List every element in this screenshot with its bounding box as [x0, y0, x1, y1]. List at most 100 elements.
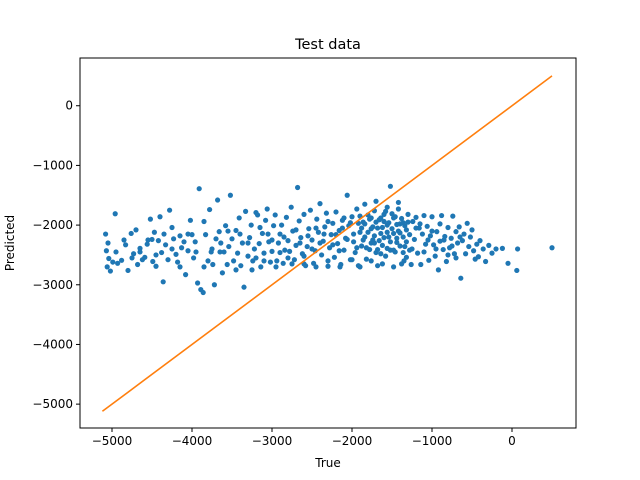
data-point	[399, 215, 405, 222]
data-point	[341, 215, 347, 221]
data-point	[133, 227, 139, 233]
data-point	[192, 239, 198, 245]
identity-line-segment	[101, 75, 553, 412]
data-point	[371, 240, 377, 246]
data-point	[368, 258, 374, 264]
data-point	[315, 229, 321, 235]
data-point	[370, 224, 376, 230]
data-point	[352, 249, 358, 256]
data-point	[389, 211, 395, 217]
data-point	[410, 218, 416, 225]
data-point	[351, 231, 357, 237]
data-point	[466, 243, 472, 250]
data-point	[431, 242, 437, 248]
data-point	[455, 240, 461, 246]
data-point	[433, 246, 439, 252]
data-point	[357, 229, 363, 235]
data-point	[477, 238, 483, 244]
data-point	[351, 239, 357, 245]
data-point	[387, 239, 393, 245]
data-point	[269, 237, 275, 243]
data-point	[432, 253, 438, 259]
data-point	[165, 257, 171, 263]
data-point	[224, 261, 230, 268]
data-point	[381, 218, 387, 225]
data-point	[275, 240, 281, 246]
data-point	[163, 242, 169, 248]
data-point	[373, 219, 379, 225]
data-point	[321, 231, 327, 237]
data-point	[317, 201, 323, 207]
y-tick-label: 0	[65, 99, 73, 113]
data-point	[298, 235, 304, 241]
data-point	[239, 240, 245, 246]
data-point	[217, 249, 223, 255]
data-point	[368, 215, 374, 221]
data-point	[289, 261, 295, 267]
data-point	[309, 246, 315, 252]
data-point	[437, 238, 443, 244]
data-point	[219, 270, 225, 276]
data-point	[469, 227, 475, 233]
data-point	[445, 224, 451, 231]
data-point	[391, 230, 397, 237]
data-point	[347, 220, 353, 226]
data-point	[177, 264, 183, 270]
data-point	[363, 245, 369, 251]
data-point	[258, 264, 264, 270]
data-point	[235, 250, 241, 256]
data-point	[195, 280, 201, 286]
data-point	[408, 261, 414, 268]
data-point	[373, 198, 379, 204]
data-point	[384, 204, 390, 210]
data-point	[245, 253, 251, 259]
data-point	[375, 263, 381, 269]
data-point	[429, 228, 435, 234]
axes-frame	[79, 57, 577, 429]
data-point	[177, 233, 183, 239]
data-point	[379, 242, 385, 248]
data-point	[333, 209, 339, 215]
data-point	[211, 282, 217, 288]
chart-title: Test data	[294, 37, 361, 53]
data-point	[189, 232, 195, 238]
data-point	[360, 237, 366, 243]
data-point	[386, 220, 392, 226]
data-point	[226, 243, 232, 250]
data-point	[201, 264, 207, 270]
data-point	[395, 206, 401, 212]
data-point	[325, 258, 331, 264]
data-point	[505, 260, 511, 266]
data-point	[297, 240, 303, 246]
data-point	[379, 224, 385, 231]
data-point	[249, 267, 255, 273]
data-point	[349, 214, 355, 220]
data-point	[287, 248, 293, 254]
data-point	[379, 261, 385, 267]
data-point	[330, 220, 336, 226]
data-point	[440, 246, 446, 253]
data-point	[145, 237, 151, 243]
data-point	[119, 257, 125, 263]
data-point	[103, 248, 109, 254]
data-point	[112, 211, 118, 217]
data-point	[296, 218, 302, 224]
data-point	[293, 242, 299, 248]
y-tick-label: −2000	[32, 218, 73, 232]
data-point	[301, 211, 307, 217]
data-point	[105, 240, 111, 246]
data-point	[458, 275, 464, 281]
y-axis: −5000 −4000 −3000 −2000 −1000 0	[32, 99, 80, 411]
data-point	[461, 231, 467, 237]
data-point	[419, 231, 425, 237]
data-point	[193, 249, 199, 255]
data-point	[397, 243, 403, 249]
data-point	[415, 250, 421, 256]
data-point	[305, 233, 311, 239]
data-point	[319, 252, 325, 258]
data-point	[423, 241, 429, 247]
data-point	[402, 223, 408, 229]
data-point	[475, 254, 481, 260]
data-point	[304, 243, 310, 250]
data-point	[339, 225, 345, 231]
